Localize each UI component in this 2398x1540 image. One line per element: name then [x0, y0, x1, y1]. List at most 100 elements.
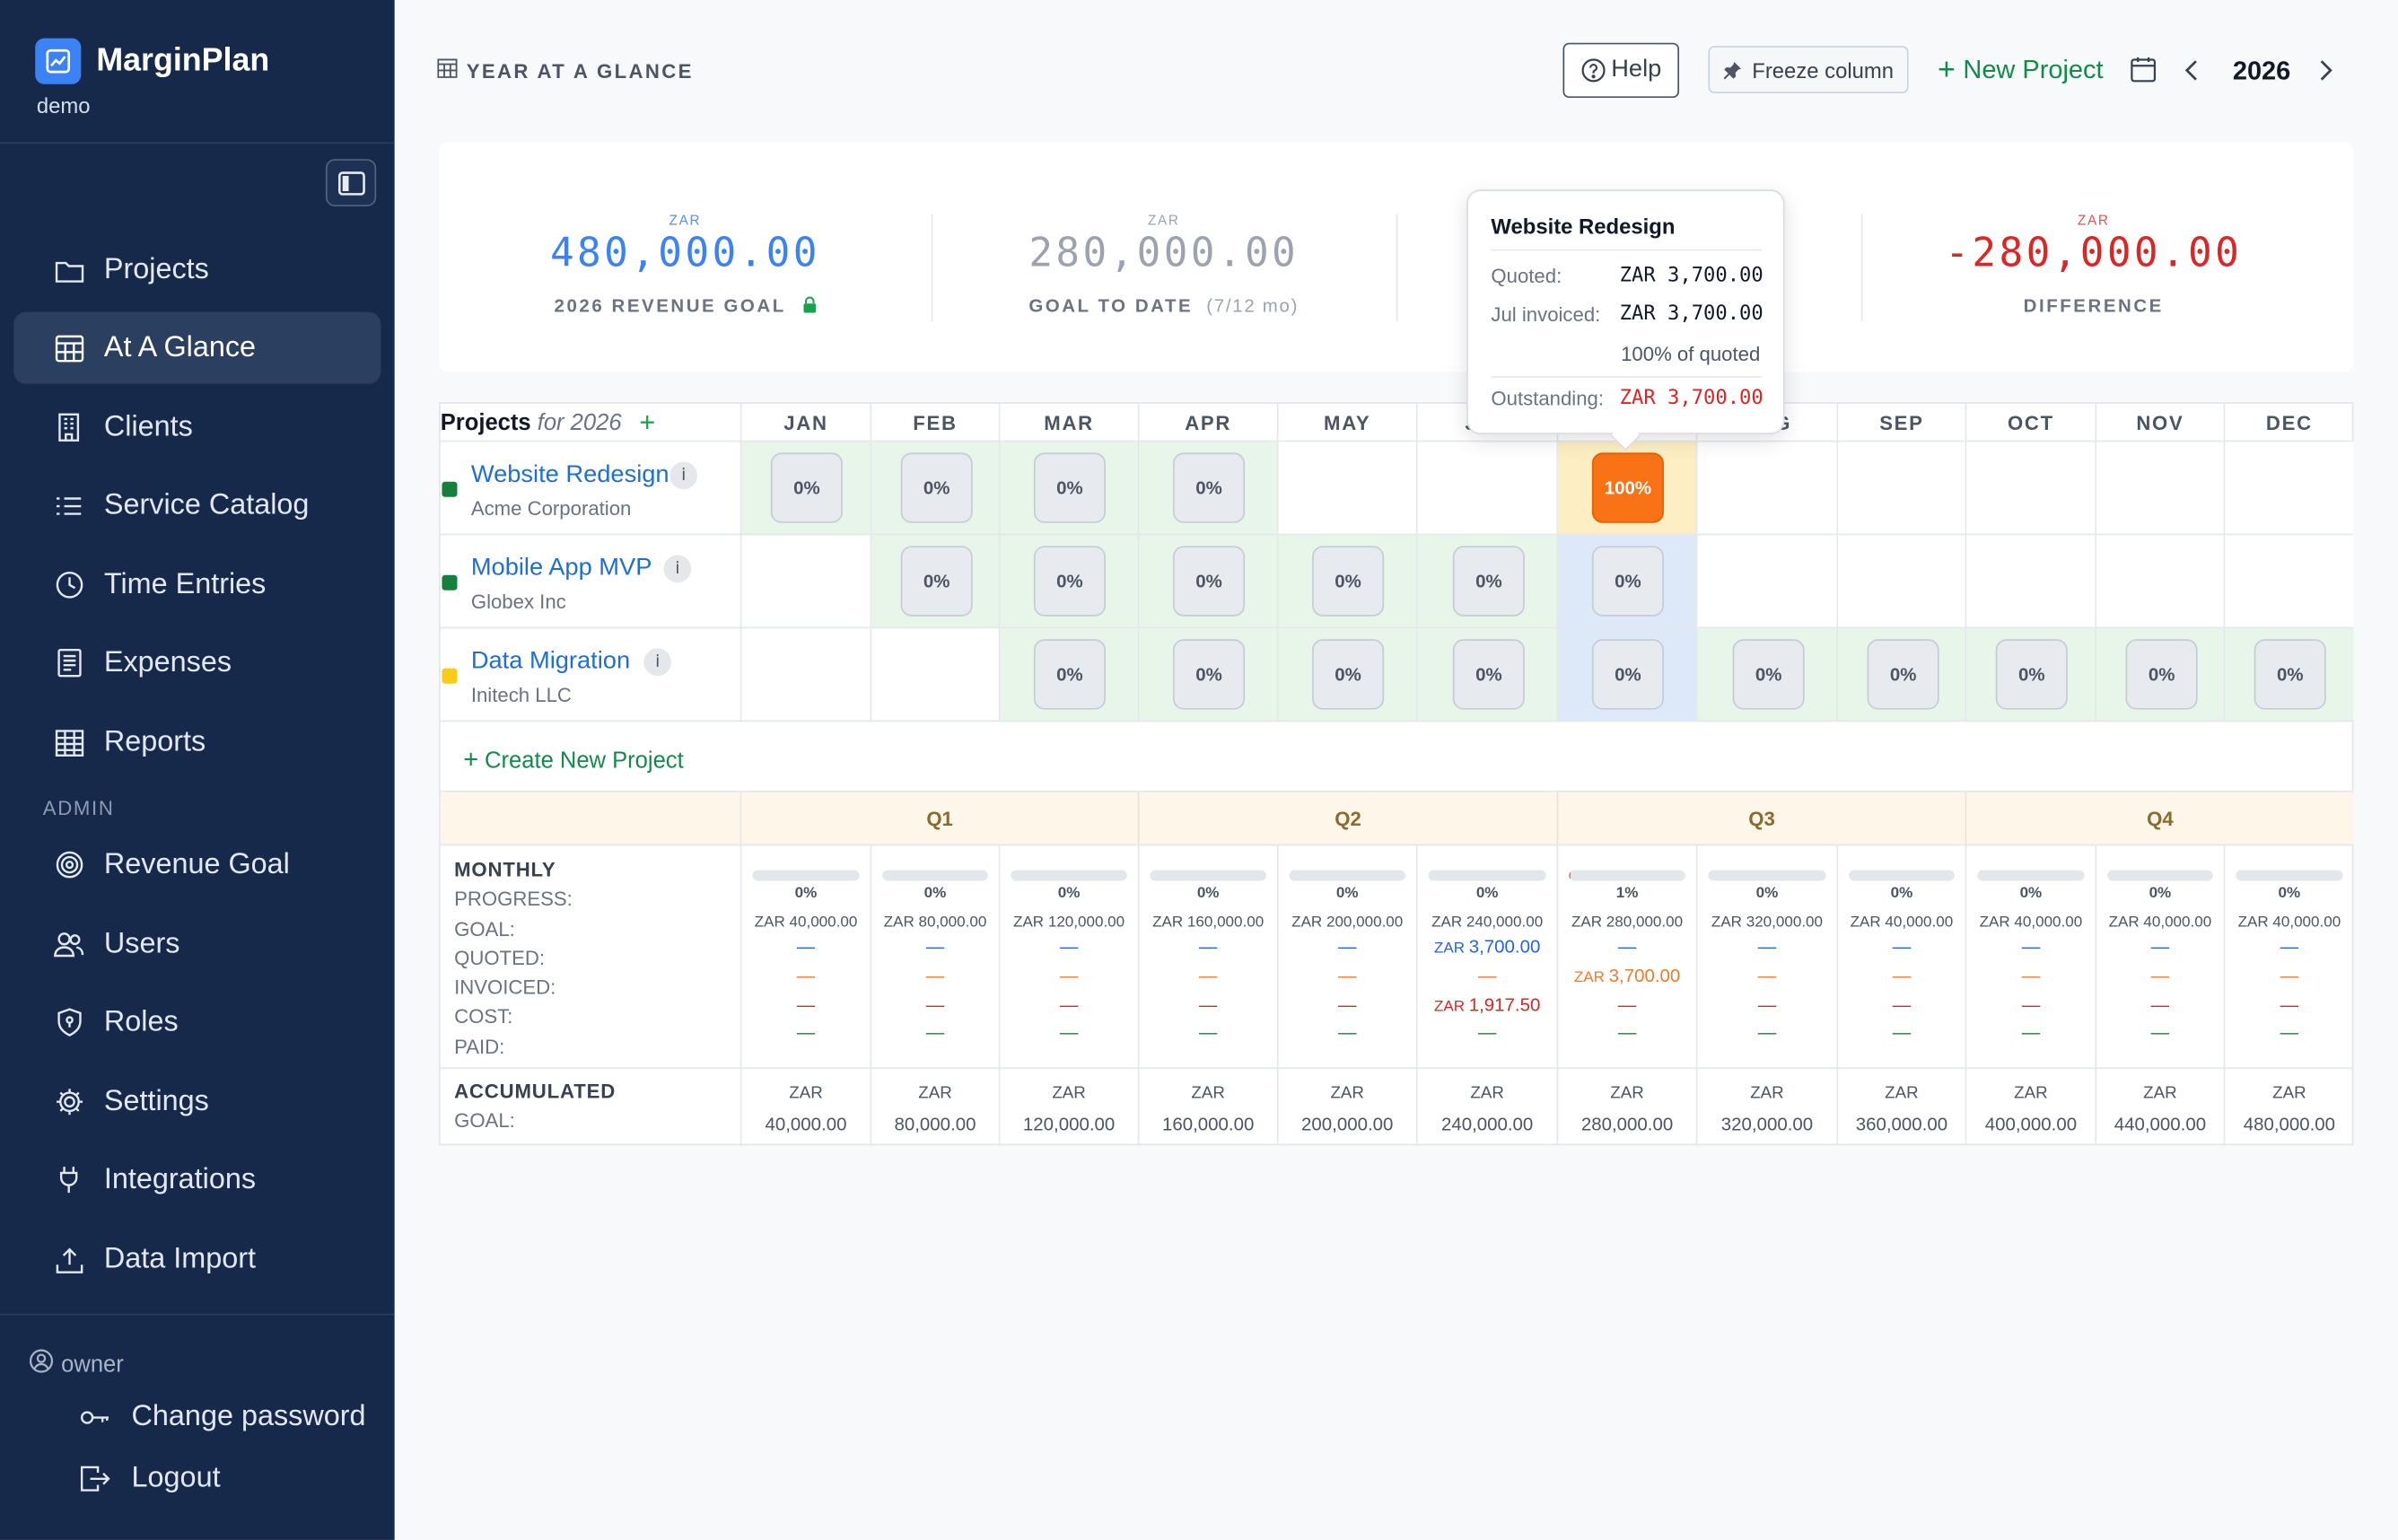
previous-year-button[interactable]: [2183, 58, 2201, 91]
calendar-button[interactable]: [2131, 57, 2157, 90]
month-cell[interactable]: 0%: [1417, 535, 1559, 629]
monthly-invoiced: —: [2280, 965, 2299, 987]
sidebar-item-roles[interactable]: Roles: [13, 986, 381, 1058]
invoice-percent-button[interactable]: 0%: [1452, 546, 1525, 617]
sidebar-collapse-button[interactable]: [325, 159, 377, 207]
month-cell[interactable]: [1697, 442, 1839, 536]
month-cell[interactable]: 0%: [1000, 442, 1140, 536]
sidebar-item-revenue-goal[interactable]: Revenue Goal: [13, 829, 381, 901]
sidebar-item-integrations[interactable]: Integrations: [13, 1144, 381, 1216]
month-cell[interactable]: 0%: [1838, 628, 1967, 722]
help-button[interactable]: Help: [1562, 42, 1679, 99]
month-cell[interactable]: [1697, 535, 1839, 629]
month-cell[interactable]: 0%: [2096, 628, 2226, 722]
sidebar-item-expenses[interactable]: Expenses: [13, 627, 381, 699]
month-cell[interactable]: 0%: [1139, 535, 1279, 629]
month-cell[interactable]: 0%: [1558, 535, 1698, 629]
invoice-percent-button[interactable]: 0%: [1591, 639, 1664, 710]
month-cell[interactable]: 0%: [1139, 442, 1279, 536]
month-cell[interactable]: [741, 535, 872, 629]
sidebar-item-time-entries[interactable]: Time Entries: [13, 549, 381, 621]
month-cell[interactable]: [2096, 442, 2226, 536]
month-cell[interactable]: 0%: [871, 535, 1001, 629]
month-cell[interactable]: 0%: [1417, 628, 1559, 722]
invoice-percent-button[interactable]: 0%: [1172, 452, 1246, 523]
logout-link[interactable]: Logout: [80, 1462, 221, 1495]
plus-icon: +: [463, 744, 479, 774]
sidebar-item-service-catalog[interactable]: Service Catalog: [13, 469, 381, 541]
invoice-percent-button[interactable]: 0%: [1591, 546, 1664, 617]
brand[interactable]: MarginPlan: [35, 38, 269, 84]
monthly-summary-column: 0% ZAR 40,000.00 — — — —: [2225, 845, 2354, 1070]
invoice-percent-button[interactable]: 0%: [1312, 639, 1385, 710]
month-cell[interactable]: [1278, 442, 1418, 536]
admin-section-label: ADMIN: [42, 796, 115, 820]
month-cell[interactable]: 0%: [741, 442, 872, 536]
sidebar-item-data-import[interactable]: Data Import: [13, 1223, 381, 1295]
invoice-percent-button[interactable]: 0%: [1033, 452, 1106, 523]
sidebar-item-at-a-glance[interactable]: At A Glance: [13, 311, 381, 384]
invoice-percent-button[interactable]: 0%: [1033, 546, 1106, 617]
month-cell[interactable]: 0%: [1139, 628, 1279, 722]
sidebar-item-reports[interactable]: Reports: [13, 706, 381, 778]
month-cell[interactable]: 0%: [1697, 628, 1839, 722]
invoice-percent-button[interactable]: 0%: [1033, 639, 1106, 710]
invoice-percent-button[interactable]: 0%: [1172, 639, 1246, 710]
month-cell[interactable]: 0%: [1278, 535, 1418, 629]
accumulated-goal-label: GOAL:: [454, 1108, 515, 1133]
month-cell[interactable]: [1417, 442, 1559, 536]
invoice-percent-button[interactable]: 0%: [770, 452, 843, 523]
month-cell[interactable]: 0%: [1000, 535, 1140, 629]
month-header: MAY: [1278, 403, 1418, 442]
month-cell[interactable]: [1966, 442, 2097, 536]
project-name-link[interactable]: Mobile App MVP: [470, 555, 652, 582]
monthly-summary-column: 0% ZAR 120,000.00 — — — —: [1000, 845, 1140, 1070]
info-icon[interactable]: i: [643, 648, 672, 677]
month-cell[interactable]: 0%: [1558, 628, 1698, 722]
month-cell[interactable]: 100%: [1558, 442, 1698, 536]
change-password-link[interactable]: Change password: [80, 1401, 366, 1434]
sidebar-item-clients[interactable]: Clients: [13, 391, 381, 463]
create-new-project-link[interactable]: + Create New Project: [463, 744, 684, 774]
invoice-percent-button[interactable]: 0%: [1452, 639, 1525, 710]
month-cell[interactable]: 0%: [871, 442, 1001, 536]
month-cell[interactable]: [2225, 535, 2354, 629]
monthly-cost: —: [1892, 993, 1912, 1016]
month-cell[interactable]: 0%: [1278, 628, 1418, 722]
month-cell[interactable]: [1838, 535, 1967, 629]
invoice-percent-button[interactable]: 0%: [1312, 546, 1385, 617]
month-cell[interactable]: [871, 628, 1001, 722]
project-name-link[interactable]: Website Redesign: [470, 461, 670, 488]
new-project-button[interactable]: + New Project: [1937, 53, 2104, 88]
invoice-percent-button[interactable]: 0%: [1732, 639, 1805, 710]
info-icon[interactable]: i: [670, 461, 698, 490]
month-cell[interactable]: [1838, 442, 1967, 536]
invoice-percent-button[interactable]: 0%: [900, 452, 973, 523]
month-cell[interactable]: 0%: [2225, 628, 2354, 722]
logout-icon: [80, 1465, 113, 1492]
month-cell[interactable]: 0%: [1000, 628, 1140, 722]
sidebar-item-users[interactable]: Users: [13, 908, 381, 980]
freeze-column-button[interactable]: Freeze column: [1708, 46, 1909, 93]
sidebar-item-settings[interactable]: Settings: [13, 1066, 381, 1138]
month-cell[interactable]: 0%: [1966, 628, 2097, 722]
project-name-link[interactable]: Data Migration: [470, 648, 631, 675]
month-cell[interactable]: [741, 628, 872, 722]
invoice-percent-button[interactable]: 0%: [900, 546, 973, 617]
invoice-percent-button[interactable]: 100%: [1591, 452, 1664, 523]
sidebar-item-projects[interactable]: Projects: [13, 234, 381, 306]
month-cell[interactable]: [1966, 535, 2097, 629]
invoice-percent-button[interactable]: 0%: [1172, 546, 1246, 617]
summary-card: ZAR 480,000.00 2026 REVENUE GOAL ZAR 280…: [439, 142, 2354, 372]
invoice-percent-button[interactable]: 0%: [2125, 639, 2198, 710]
invoiced-label: INVOICED:: [454, 976, 556, 1000]
invoice-percent-button[interactable]: 0%: [1867, 639, 1939, 710]
next-year-button[interactable]: [2317, 58, 2335, 91]
month-cell[interactable]: [2225, 442, 2354, 536]
info-icon[interactable]: i: [663, 555, 692, 583]
invoice-percent-button[interactable]: 0%: [2254, 639, 2326, 710]
add-project-icon[interactable]: +: [639, 407, 656, 438]
month-cell[interactable]: [2096, 535, 2226, 629]
invoice-percent-button[interactable]: 0%: [1995, 639, 2068, 710]
monthly-summary-column: 0% ZAR 160,000.00 — — — —: [1139, 845, 1279, 1070]
